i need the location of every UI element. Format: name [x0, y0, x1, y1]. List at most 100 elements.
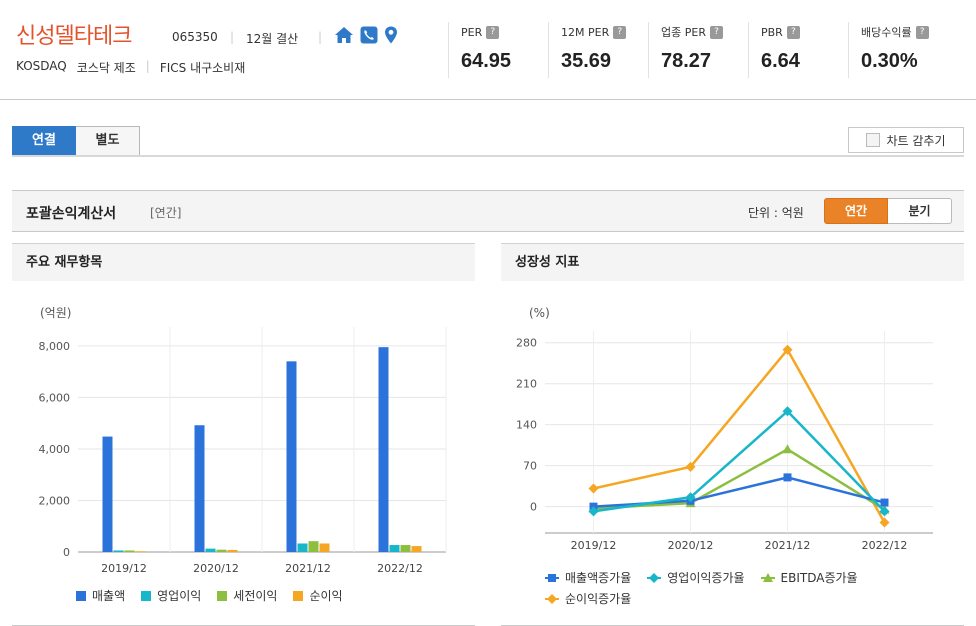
y-tick-label: 4,000 — [39, 443, 71, 456]
point-EBITDA증가율 — [782, 444, 793, 454]
y-unit-label: (억원) — [40, 306, 71, 320]
legend-label: 매출액증가율 — [565, 571, 632, 585]
legend-label: 순이익 — [309, 589, 343, 603]
y-tick-label: 140 — [516, 419, 537, 432]
y-tick-label: 0 — [63, 546, 70, 559]
metric-value: 0.30% — [861, 50, 918, 72]
legend-swatch — [141, 590, 152, 601]
bar-매출액 — [286, 361, 297, 552]
growth-indicators-chart: (%) 0 70 140 210 280 2019/12 2020/12 2021/12 2022… — [516, 306, 933, 552]
legend-label: EBITDA증가율 — [780, 571, 858, 585]
section-subtitle: [연간] — [150, 206, 182, 220]
x-tick-label: 2019/12 — [571, 539, 617, 552]
point-순이익증가율 — [879, 517, 890, 528]
legend-swatch — [545, 593, 559, 604]
metric-sector-per: 업종 PER? 78.27 — [648, 22, 748, 78]
x-tick-label: 2022/12 — [862, 539, 908, 552]
metric-label: 업종 PER — [661, 26, 706, 39]
metric-label: PBR — [761, 25, 783, 39]
metric-12m-per: 12M PER? 35.69 — [548, 22, 648, 78]
growth-indicators-panel: 성장성 지표 (%) 0 70 140 210 280 2019/12 2020/12 2021… — [501, 243, 964, 626]
bar-순이익 — [227, 549, 238, 552]
point-영업이익증가율 — [879, 506, 890, 517]
bar-순이익 — [319, 543, 330, 552]
point-매출액증가율 — [783, 473, 792, 482]
point-매출액증가율 — [880, 498, 889, 507]
bar-세전이익 — [400, 545, 411, 552]
bar-세전이익 — [216, 549, 227, 552]
hide-chart-button[interactable]: 차트 감추기 — [848, 127, 964, 153]
help-icon[interactable]: ? — [709, 25, 723, 39]
tab-separate[interactable]: 별도 — [76, 126, 140, 156]
bar-순이익 — [411, 546, 422, 552]
y-tick-label: 70 — [523, 460, 537, 473]
legend-label: 순이익증가율 — [565, 592, 632, 606]
annual-button[interactable]: 연간 — [824, 198, 888, 224]
help-icon[interactable]: ? — [613, 25, 627, 39]
bar-매출액 — [102, 436, 113, 552]
unit-label: 단위 : 억원 — [748, 206, 804, 220]
metric-value: 6.64 — [761, 50, 800, 72]
point-영업이익증가율 — [782, 406, 793, 417]
line-순이익증가율 — [593, 347, 886, 524]
income-statement-header: 포괄손익계산서 [연간] 단위 : 억원 연간 분기 — [12, 190, 964, 232]
company-header: 신성델타테크 065350 | 12월 결산 | KOSDAQ 코스닥 제조 |… — [0, 0, 976, 100]
legend-swatch — [217, 590, 228, 601]
y-tick-label: 2,000 — [39, 494, 71, 507]
market-sector: 코스닥 제조 — [76, 61, 136, 75]
bar-세전이익 — [308, 541, 319, 552]
phone-icon[interactable] — [360, 26, 378, 44]
legend-swatch — [647, 572, 662, 583]
metric-value: 78.27 — [661, 50, 712, 72]
metric-per: PER? 64.95 — [448, 22, 548, 78]
point-영업이익증가율 — [685, 492, 696, 503]
legend-item[interactable]: 매출액 — [76, 587, 125, 604]
tab-divider — [12, 155, 964, 157]
legend-item[interactable]: 매출액증가율 — [545, 569, 631, 586]
point-영업이익증가율 — [588, 506, 599, 517]
hide-chart-label: 차트 감추기 — [886, 133, 946, 148]
legend-swatch — [76, 590, 86, 601]
point-순이익증가율 — [782, 344, 793, 355]
statement-type-tabs: 연결 별도 — [12, 126, 140, 156]
legend-label: 매출액 — [92, 589, 126, 603]
y-tick-label: 0 — [530, 501, 537, 514]
map-pin-icon[interactable] — [384, 26, 398, 44]
bar-세전이익 — [124, 550, 135, 552]
line-영업이익증가율 — [593, 409, 886, 513]
legend-swatch — [293, 590, 304, 601]
panel-title: 성장성 지표 — [501, 243, 964, 281]
quarterly-button[interactable]: 분기 — [888, 198, 952, 224]
help-icon[interactable]: ? — [915, 25, 929, 39]
key-financials-panel: 주요 재무항목 (억원) 0 2,000 4,000 6,000 8,000 2019/12… — [12, 243, 475, 626]
legend-item[interactable]: 순이익 — [293, 587, 343, 604]
fiscal-month: 12월 결산 — [246, 32, 299, 46]
legend-label: 영업이익 — [157, 589, 202, 603]
metric-label: PER — [461, 25, 483, 39]
bar-chart-legend: 매출액 영업이익 세전이익 순이익 — [76, 587, 343, 604]
legend-item[interactable]: 영업이익증가율 — [647, 569, 745, 586]
legend-item[interactable]: EBITDA증가율 — [760, 569, 858, 586]
metric-value: 35.69 — [561, 50, 612, 72]
home-icon[interactable] — [334, 26, 354, 44]
legend-item[interactable]: 세전이익 — [217, 587, 277, 604]
tab-consolidated[interactable]: 연결 — [12, 126, 76, 156]
y-tick-label: 280 — [516, 337, 537, 350]
legend-label: 영업이익증가율 — [667, 571, 745, 585]
legend-swatch — [545, 573, 559, 582]
x-tick-label: 2021/12 — [765, 539, 811, 552]
legend-item[interactable]: 순이익증가율 — [545, 590, 631, 607]
bar-매출액 — [194, 425, 205, 552]
legend-item[interactable]: 영업이익 — [141, 587, 201, 604]
metric-dividend-yield: 배당수익률? 0.30% — [848, 22, 948, 78]
legend-label: 세전이익 — [233, 589, 278, 603]
help-icon[interactable]: ? — [486, 25, 500, 39]
help-icon[interactable]: ? — [786, 25, 800, 39]
company-code: 065350 — [172, 30, 218, 44]
subinfo-separator: | — [145, 59, 150, 73]
company-name[interactable]: 신성델타테크 — [16, 24, 132, 49]
bar-영업이익 — [205, 548, 216, 552]
bar-영업이익 — [389, 545, 400, 552]
chart-toggle-icon — [866, 133, 881, 147]
y-tick-label: 210 — [516, 378, 537, 391]
